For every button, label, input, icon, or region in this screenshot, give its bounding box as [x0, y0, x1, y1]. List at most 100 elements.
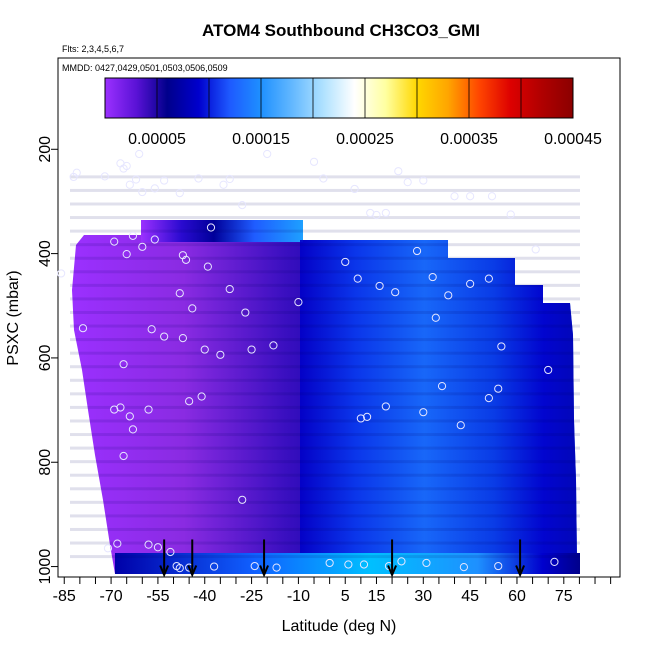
observation-points	[57, 149, 559, 573]
observation-circle	[181, 255, 191, 264]
observation-circle	[272, 563, 281, 572]
observation-circle	[110, 237, 119, 246]
observation-circle	[550, 557, 559, 566]
observation-circle	[341, 257, 350, 267]
observation-circle	[412, 246, 422, 256]
colorbar-dividers	[156, 78, 522, 118]
observation-circle	[116, 403, 125, 412]
observation-circle	[197, 392, 206, 401]
observation-circle	[450, 192, 459, 201]
colorbar-tick-label: 0.00005	[128, 131, 186, 148]
x-tick-label: 15	[368, 588, 386, 605]
observation-circle	[363, 412, 372, 421]
heatmap-stripe	[70, 243, 580, 247]
observation-circle	[466, 279, 475, 288]
observation-circle	[216, 350, 225, 359]
colorbar-tick-label: 0.00035	[440, 131, 498, 148]
observation-circle	[356, 414, 365, 423]
observation-circle	[150, 184, 159, 193]
observation-circle	[185, 397, 194, 406]
heatmap-stripe	[70, 487, 580, 491]
profile-arrow	[159, 539, 170, 578]
observation-circle	[247, 345, 256, 354]
observation-circle	[344, 560, 353, 569]
heatmap-stripe	[70, 188, 580, 192]
observation-circle	[397, 557, 406, 566]
x-tick-label: 5	[341, 588, 350, 605]
y-tick-label: 400	[37, 240, 54, 267]
profile-arrows	[159, 539, 526, 578]
heatmap-stripe	[70, 202, 580, 206]
observation-circle	[325, 558, 334, 568]
observation-circle	[419, 176, 428, 185]
observation-circle	[103, 544, 113, 553]
y-axis: 200 400 600 800 1000	[37, 136, 58, 585]
heatmap-stripe	[70, 270, 580, 274]
observation-circle	[238, 200, 247, 210]
x-axis: -85 -70 -55 -40 -25 -10 5 15 30 45 60 75	[53, 577, 612, 605]
heatmap-stripe	[70, 229, 580, 233]
observation-circle	[219, 180, 228, 189]
heatmap-stripe	[70, 351, 580, 355]
observation-circle	[131, 175, 141, 184]
y-tick-label: 600	[37, 344, 54, 371]
observation-circle	[119, 360, 128, 369]
profile-arrow	[515, 539, 526, 578]
heatmap-stripe	[70, 310, 580, 314]
observation-circle	[484, 393, 493, 403]
x-axis-label: Latitude (deg N)	[282, 618, 397, 635]
observation-circle	[188, 304, 197, 313]
observation-circle	[506, 210, 515, 219]
heatmap-stripe	[70, 392, 580, 396]
observation-circle	[125, 180, 134, 189]
observation-circle	[250, 561, 259, 571]
observation-circle	[69, 172, 78, 182]
heatmap-stripe	[70, 419, 580, 423]
heatmap-stripe	[70, 541, 580, 545]
heatmap-stripe	[70, 473, 580, 477]
observation-circle	[147, 325, 156, 334]
colorbar-tick-label: 0.00045	[544, 131, 602, 148]
observation-circle	[175, 289, 184, 298]
profile-arrow	[387, 539, 397, 578]
observation-circle	[122, 250, 131, 259]
x-tick-label: -55	[146, 588, 169, 605]
observation-circle	[353, 274, 362, 283]
colorbar-tick-label: 0.00025	[336, 131, 394, 148]
observation-circle	[175, 564, 184, 573]
observation-circle	[394, 167, 403, 176]
observation-circle	[456, 421, 465, 430]
observation-circle	[497, 342, 506, 351]
observation-circle	[531, 245, 540, 254]
observation-circle	[144, 405, 153, 414]
observation-circle	[544, 365, 553, 375]
observation-circle	[381, 402, 390, 411]
observation-circle	[128, 425, 138, 434]
observation-circle	[210, 562, 219, 571]
heatmap-stripe	[70, 283, 580, 287]
observation-circle	[309, 157, 319, 166]
heatmap-stripe	[70, 175, 580, 179]
y-tick-label: 1000	[37, 549, 54, 585]
y-axis-label: PSXC (mbar)	[5, 270, 22, 365]
dates-label: MMDD: 0427,0429,0501,0503,0506,0509	[62, 63, 228, 73]
observation-circle	[178, 334, 187, 343]
profile-arrow	[259, 539, 269, 578]
observation-circle	[138, 242, 147, 251]
observation-circle	[494, 384, 503, 393]
observation-circle	[391, 288, 400, 297]
colorbar-tick-label: 0.00015	[232, 131, 290, 148]
x-tick-label: -70	[100, 588, 123, 605]
observation-circle	[428, 272, 437, 282]
observation-circle	[203, 262, 212, 271]
observation-circle	[225, 174, 234, 184]
y-tick-label: 200	[37, 136, 54, 163]
observation-circle	[241, 308, 250, 317]
observation-circle	[484, 274, 493, 283]
observation-circle	[294, 298, 303, 307]
chart-title: ATOM4 Southbound CH3CO3_GMI	[202, 21, 480, 40]
observation-circle	[359, 560, 369, 569]
observation-circle	[466, 192, 475, 201]
observation-circle	[138, 187, 147, 197]
